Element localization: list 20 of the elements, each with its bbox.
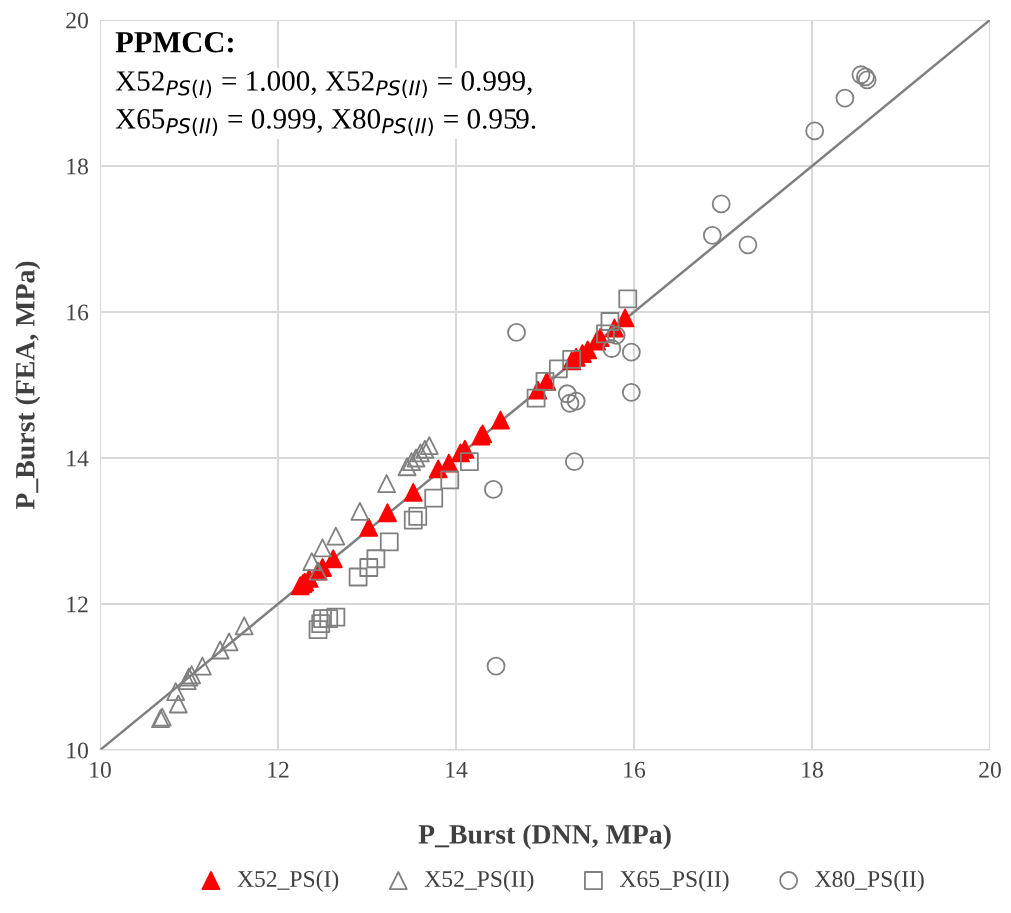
y-tick-label: 16	[67, 304, 89, 321]
x-tick-label: 14	[446, 761, 468, 778]
y-tick-label: 20	[66, 12, 88, 29]
x-tick-label: 20	[979, 761, 1001, 778]
legend-label: X65_PS(II)	[619, 870, 729, 892]
y-tick-label: 18	[67, 158, 88, 175]
text: X52$_{PS(I)}$ = 1.000, X52$_{PS(II)}$ = 0.999, X65$_{PS(II)}$ = 0.999, X80$_{PS(II)}$ = 0.959.	[115, 71, 536, 136]
y-tick-label: 14	[67, 450, 89, 467]
x-tick-label: 12	[268, 761, 289, 778]
y-tick-label: 12	[67, 596, 88, 613]
legend-label: X52_PS(I)	[237, 870, 339, 892]
x-tick-label: 10	[90, 761, 111, 778]
x-tick-label: 16	[624, 761, 646, 778]
legend-label: X80_PS(II)	[815, 870, 924, 892]
annotation: PPMCC:	[115, 31, 233, 53]
y-axis-title: P_Burst (FEA, MPa)	[15, 261, 41, 510]
y-tick-label: 10	[67, 742, 88, 759]
legend-label: X52_PS(II)	[424, 870, 534, 892]
x-tick-label: 18	[802, 761, 823, 778]
x-axis-title: P_Burst (DNN, MPa)	[418, 824, 671, 850]
